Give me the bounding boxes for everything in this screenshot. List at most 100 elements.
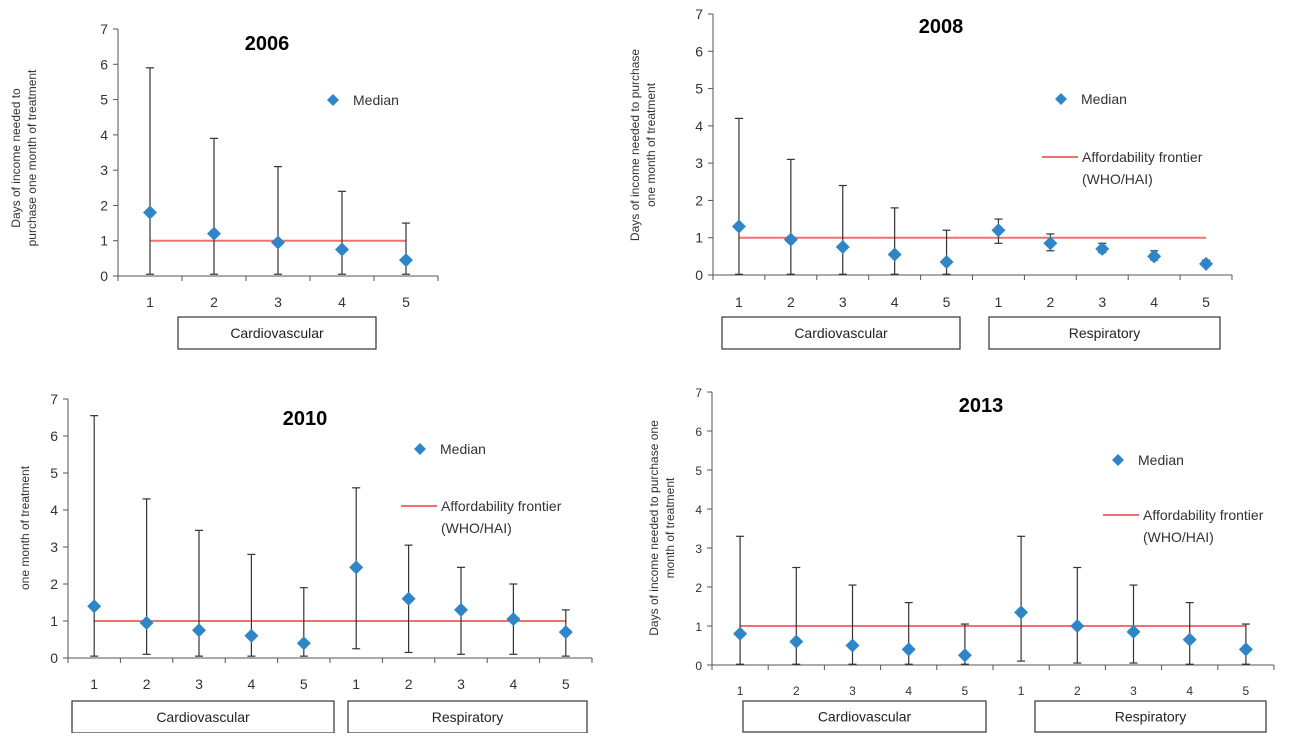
median-point — [454, 602, 468, 617]
median-point — [399, 253, 413, 268]
median-point — [939, 254, 954, 269]
group-box — [1034, 700, 1267, 733]
x-tick-label: 5 — [1202, 294, 1210, 310]
y-tick-label: 6 — [695, 425, 702, 439]
median-point — [1147, 249, 1162, 264]
x-tick-label: 1 — [1018, 684, 1025, 698]
legend-median-marker — [327, 94, 339, 106]
median-point — [733, 626, 748, 641]
y-tick-label: 7 — [100, 21, 108, 37]
legend-median-marker — [1055, 93, 1067, 105]
x-tick-label: 4 — [905, 684, 912, 698]
x-tick-label: 2 — [787, 294, 795, 310]
legend-median-label: Median — [1081, 91, 1127, 107]
legend-frontier-label-line: (WHO/HAI) — [1082, 171, 1153, 187]
y-tick-label: 0 — [100, 268, 108, 284]
x-tick-label: 2 — [1074, 684, 1081, 698]
x-tick-label: 4 — [248, 676, 256, 692]
median-point — [1182, 632, 1197, 647]
legend-median-marker — [1112, 454, 1124, 466]
x-tick-label: 3 — [457, 676, 465, 692]
median-point — [1014, 605, 1029, 620]
legend-frontier-label-line: Affordability frontier — [1143, 507, 1264, 523]
median-point — [87, 599, 102, 614]
y-tick-label: 3 — [100, 162, 108, 178]
group-box — [988, 316, 1221, 350]
x-tick-label: 5 — [962, 684, 969, 698]
x-tick-label: 2 — [1046, 294, 1054, 310]
x-tick-label: 3 — [1130, 684, 1137, 698]
x-tick-label: 5 — [402, 294, 410, 310]
y-tick-label: 4 — [100, 127, 108, 143]
x-tick-label: 1 — [90, 676, 98, 692]
y-axis-label-line: one month of treatment — [644, 82, 658, 207]
y-tick-label: 1 — [100, 233, 108, 249]
median-point — [1199, 256, 1214, 271]
x-tick-label: 3 — [195, 676, 203, 692]
x-tick-label: 4 — [891, 294, 899, 310]
median-point — [271, 235, 285, 250]
median-point — [401, 591, 416, 606]
x-tick-label: 4 — [510, 676, 518, 692]
median-point — [887, 247, 902, 262]
y-tick-label: 3 — [695, 155, 703, 171]
y-tick-label: 2 — [695, 581, 702, 595]
x-tick-label: 3 — [274, 294, 282, 310]
x-tick-label: 2 — [210, 294, 218, 310]
median-point — [1238, 642, 1253, 657]
legend-frontier-label-line: (WHO/HAI) — [1143, 529, 1214, 545]
median-point — [558, 625, 573, 640]
y-tick-label: 7 — [50, 391, 58, 407]
legend-median-label: Median — [1138, 452, 1184, 468]
group-box — [721, 316, 961, 350]
y-tick-label: 3 — [695, 542, 702, 556]
x-tick-label: 4 — [1150, 294, 1158, 310]
group-box — [71, 700, 335, 734]
y-tick-label: 2 — [100, 197, 108, 213]
group-label: Cardiovascular — [156, 709, 250, 725]
x-tick-label: 3 — [1098, 294, 1106, 310]
median-point — [991, 223, 1006, 238]
median-point — [845, 638, 860, 653]
legend-median-label: Median — [440, 441, 486, 457]
x-tick-label: 1 — [995, 294, 1003, 310]
y-tick-label: 6 — [50, 428, 58, 444]
legend-frontier-label: Affordability frontier (WHO/HAI) — [441, 498, 562, 536]
legend-frontier-label: Affordability frontier (WHO/HAI) — [1082, 149, 1203, 187]
group-box — [177, 316, 377, 350]
x-tick-label: 3 — [839, 294, 847, 310]
legend-frontier-label: Affordability frontier (WHO/HAI) — [1143, 507, 1264, 545]
y-axis-label-line: month of treatment — [663, 477, 677, 578]
y-tick-label: 1 — [695, 620, 702, 634]
y-axis-label: Days of income needed to purchase one mon… — [9, 69, 39, 246]
y-tick-label: 2 — [50, 576, 58, 592]
median-point — [335, 242, 349, 257]
chart-title: 2008 — [919, 16, 964, 38]
median-point — [143, 205, 157, 220]
y-tick-label: 5 — [695, 81, 703, 97]
y-axis-label: Days of income needed to purchase one mon… — [647, 420, 677, 636]
median-point — [901, 642, 916, 657]
y-tick-label: 3 — [50, 539, 58, 555]
y-tick-label: 0 — [50, 650, 58, 666]
chart-2006: 0 1 2 3 4 5 6 7 1 2 3 4 5 Days of income needed to pur… — [9, 21, 439, 350]
y-axis-label-line: purchase one month of treatment — [25, 69, 39, 246]
group-box — [742, 700, 987, 733]
x-tick-label: 1 — [146, 294, 154, 310]
legend-frontier-label-line: Affordability frontier — [1082, 149, 1203, 165]
y-axis-label: one month of treatment — [18, 465, 32, 590]
chart-2010: 0 1 2 3 4 5 6 7 1 2 3 4 5 1 2 3 4 5 one month of treatment… — [18, 391, 593, 734]
median-point — [296, 636, 311, 651]
x-tick-label: 5 — [562, 676, 570, 692]
median-point — [835, 240, 850, 255]
chart-title: 2010 — [283, 408, 328, 430]
median-point — [244, 628, 259, 643]
x-tick-label: 4 — [1186, 684, 1193, 698]
y-tick-label: 4 — [695, 503, 702, 517]
x-tick-label: 5 — [1243, 684, 1250, 698]
y-tick-label: 6 — [695, 43, 703, 59]
y-axis-label-line: Days of income needed to purchase — [628, 49, 642, 241]
y-tick-label: 6 — [100, 56, 108, 72]
